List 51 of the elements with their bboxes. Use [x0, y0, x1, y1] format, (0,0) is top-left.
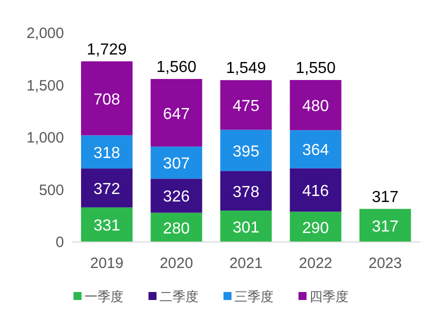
data-label: 395: [232, 143, 260, 160]
x-tick-label: 2020: [160, 255, 194, 272]
y-tick-label: 500: [38, 182, 64, 199]
data-label: 372: [93, 180, 120, 198]
y-tick-label: 1,500: [26, 77, 64, 94]
x-tick-label: 2021: [229, 255, 263, 272]
total-label: 1,729: [86, 41, 127, 58]
y-tick-label: 2,000: [26, 25, 64, 42]
data-label: 318: [93, 144, 120, 162]
bar: [150, 146, 202, 179]
bar: [81, 135, 133, 169]
x-tick-label: 2019: [90, 255, 124, 272]
total-label: 1,549: [226, 60, 266, 78]
total-label: 317: [372, 188, 399, 206]
bar: [81, 168, 133, 208]
bar: [150, 78, 202, 147]
total-label: 1,560: [156, 58, 197, 76]
data-label: 708: [93, 91, 120, 108]
total-label: 1,550: [296, 60, 336, 78]
legend-label: 四季度: [310, 289, 348, 304]
bar: [290, 80, 342, 130]
data-label: 475: [232, 98, 260, 115]
bar: [81, 61, 133, 136]
bar: [220, 80, 272, 130]
data-label: 480: [302, 98, 330, 116]
data-label: 290: [302, 220, 330, 237]
data-label: 326: [163, 188, 190, 206]
bar: [81, 207, 133, 242]
legend-label: 二季度: [160, 289, 198, 304]
data-label: 331: [93, 218, 120, 235]
bar: [220, 171, 272, 211]
bar: [150, 178, 202, 213]
data-label: 301: [232, 219, 260, 236]
x-tick-label: 2022: [298, 255, 332, 272]
data-label: 416: [302, 182, 330, 200]
data-label: 647: [163, 106, 190, 123]
data-label: 280: [163, 220, 190, 238]
bar: [290, 130, 342, 168]
bar: [290, 168, 342, 212]
y-tick-label: 0: [56, 234, 64, 251]
bar: [220, 210, 272, 242]
data-label: 317: [372, 218, 399, 236]
bar: [359, 208, 411, 242]
legend-label: 一季度: [84, 289, 124, 304]
y-tick-label: 1,000: [26, 130, 64, 146]
data-label: 307: [163, 156, 190, 173]
legend-label: 三季度: [234, 289, 274, 304]
bar: [220, 130, 272, 172]
x-tick-label: 2023: [368, 255, 402, 272]
data-label: 364: [302, 142, 330, 160]
data-label: 378: [232, 184, 260, 201]
